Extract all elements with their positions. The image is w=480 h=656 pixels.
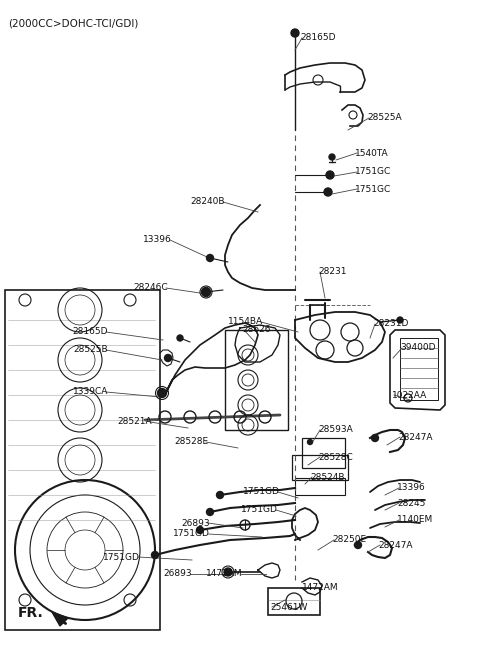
Bar <box>5 290 160 630</box>
Text: 1540TA: 1540TA <box>355 148 389 157</box>
Text: (2000CC>DOHC-TCI/GDI): (2000CC>DOHC-TCI/GDI) <box>8 18 138 28</box>
Bar <box>225 330 288 430</box>
Text: 1751GD: 1751GD <box>243 487 280 497</box>
Text: 26893: 26893 <box>181 518 210 527</box>
Circle shape <box>308 440 312 445</box>
Bar <box>292 455 348 480</box>
Text: 28525A: 28525A <box>367 113 402 123</box>
Text: 28245: 28245 <box>397 499 425 508</box>
Text: 28247A: 28247A <box>398 432 432 441</box>
Circle shape <box>326 171 334 179</box>
Text: 28524B: 28524B <box>310 472 345 482</box>
Text: 39400D: 39400D <box>400 344 435 352</box>
Text: 26893: 26893 <box>163 569 192 579</box>
Circle shape <box>196 527 204 533</box>
Bar <box>295 478 345 495</box>
Text: 28521A: 28521A <box>118 417 152 426</box>
Text: 28528E: 28528E <box>174 438 208 447</box>
Circle shape <box>206 508 214 516</box>
Text: 28165D: 28165D <box>72 327 108 337</box>
Circle shape <box>216 491 224 499</box>
Circle shape <box>397 317 403 323</box>
Circle shape <box>206 255 214 262</box>
Text: 28528C: 28528C <box>318 453 353 462</box>
Text: 28250E: 28250E <box>332 535 366 544</box>
Text: 28246C: 28246C <box>133 283 168 293</box>
Text: FR.: FR. <box>18 606 44 620</box>
Circle shape <box>372 434 379 441</box>
Text: 1751GD: 1751GD <box>241 506 278 514</box>
Text: 1472AM: 1472AM <box>302 583 338 592</box>
Text: 1751GD: 1751GD <box>103 552 140 562</box>
Text: 28240B: 28240B <box>191 197 225 207</box>
Text: 28231: 28231 <box>318 268 347 276</box>
Text: 1472AM: 1472AM <box>206 569 243 579</box>
Bar <box>268 588 320 615</box>
Text: 13396: 13396 <box>397 483 426 493</box>
Text: 1751GD: 1751GD <box>173 529 210 539</box>
Text: 1022AA: 1022AA <box>392 390 427 400</box>
Text: 1140EM: 1140EM <box>397 516 433 525</box>
Text: 28525B: 28525B <box>73 346 108 354</box>
Text: 28593A: 28593A <box>318 426 353 434</box>
Circle shape <box>291 29 299 37</box>
Text: 28247A: 28247A <box>378 541 412 550</box>
Polygon shape <box>52 612 68 626</box>
Text: 1751GC: 1751GC <box>355 184 391 194</box>
Circle shape <box>157 388 167 398</box>
Bar <box>302 438 345 468</box>
Circle shape <box>152 552 158 558</box>
Circle shape <box>202 287 211 297</box>
Bar <box>400 338 438 400</box>
Text: 28231D: 28231D <box>373 319 408 329</box>
Circle shape <box>177 335 183 341</box>
Text: 28165D: 28165D <box>300 33 336 43</box>
Text: 28626: 28626 <box>242 325 271 335</box>
Circle shape <box>224 568 232 576</box>
Circle shape <box>165 354 171 361</box>
Text: 13396: 13396 <box>143 236 172 245</box>
Circle shape <box>355 541 361 548</box>
Text: 1751GC: 1751GC <box>355 167 391 176</box>
Circle shape <box>329 154 335 160</box>
Text: 1154BA: 1154BA <box>228 318 263 327</box>
Text: 1339CA: 1339CA <box>72 388 108 396</box>
Text: 25461W: 25461W <box>270 602 307 611</box>
Circle shape <box>324 188 332 196</box>
